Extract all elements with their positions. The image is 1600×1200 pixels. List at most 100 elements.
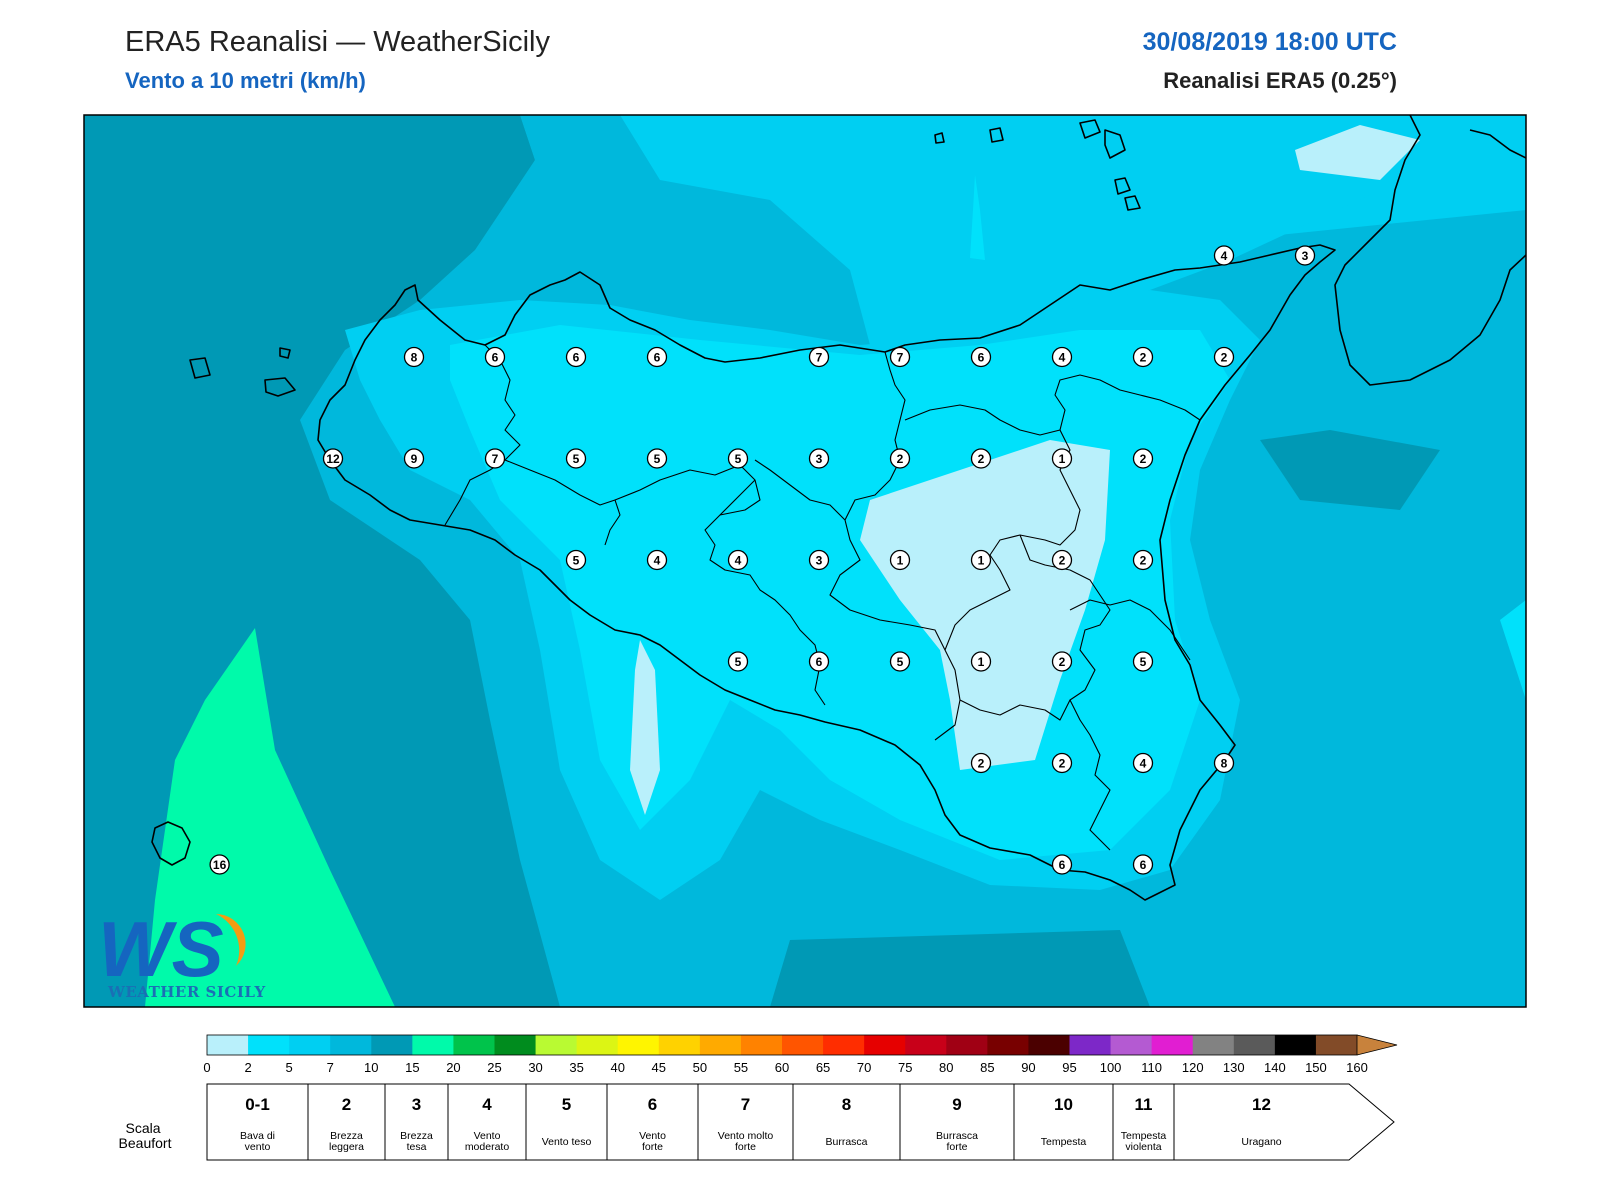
- beaufort-number: 0-1: [245, 1095, 270, 1114]
- colorbar-tick-label: 160: [1346, 1060, 1368, 1075]
- wind-marker: 9: [403, 448, 425, 469]
- weathersicily-logo: WS: [98, 905, 246, 993]
- colorbar-tick-label: 60: [775, 1060, 789, 1075]
- wind-marker-circle: [889, 448, 911, 469]
- beaufort-description: Uragano: [1241, 1136, 1281, 1148]
- beaufort-description: Vento teso: [542, 1136, 592, 1148]
- wind-marker: 4: [727, 549, 749, 571]
- wind-marker-circle: [1294, 245, 1316, 266]
- logo-sun-icon: [216, 914, 246, 966]
- colorbar-tick-label: 40: [610, 1060, 624, 1075]
- colorbar-tick-label: 35: [569, 1060, 583, 1075]
- colorbar-segment: [699, 1035, 742, 1055]
- wind-marker: 4: [1051, 346, 1073, 368]
- beaufort-number: 2: [342, 1095, 351, 1114]
- wind-marker-circle: [1051, 448, 1073, 469]
- colorbar-segment: [946, 1035, 988, 1055]
- colorbar-segment: [207, 1035, 249, 1055]
- wind-marker: 3: [808, 549, 830, 571]
- wind-marker-value: 12: [326, 452, 340, 466]
- wind-marker-circle: [1132, 549, 1154, 571]
- wind-marker-value: 5: [735, 655, 742, 669]
- beaufort-number: 5: [562, 1095, 571, 1114]
- colorbar-segment: [1192, 1035, 1235, 1055]
- wind-marker-value: 2: [1059, 655, 1066, 669]
- wind-marker: 5: [565, 448, 587, 469]
- wind-marker: 5: [646, 448, 668, 469]
- beaufort-label: Scala Beaufort: [119, 1120, 172, 1151]
- colorbar-segment: [453, 1035, 495, 1055]
- wind-marker-circle: [727, 549, 749, 571]
- wind-marker: 5: [889, 651, 911, 672]
- wind-marker-circle: [565, 448, 587, 469]
- map-subtitle: Vento a 10 metri (km/h): [125, 68, 366, 93]
- wind-marker: 2: [1132, 346, 1154, 368]
- beaufort-number: 4: [482, 1095, 492, 1114]
- colorbar: [206, 1034, 1398, 1056]
- wind-marker-circle: [889, 346, 911, 368]
- colorbar-segment: [289, 1035, 331, 1055]
- wind-marker-circle: [889, 651, 911, 672]
- wind-marker-value: 3: [816, 554, 823, 568]
- wind-marker-value: 2: [1059, 757, 1066, 771]
- wind-marker-circle: [808, 651, 830, 672]
- colorbar-segment: [535, 1035, 578, 1055]
- wind-marker: 6: [484, 346, 506, 368]
- wind-marker-circle: [1132, 346, 1154, 368]
- beaufort-number: 9: [952, 1095, 961, 1114]
- wind-marker: 6: [970, 346, 992, 368]
- beaufort-level: 8 Burrasca: [825, 1095, 867, 1148]
- wind-marker-circle: [484, 346, 506, 368]
- colorbar-tick-label: 95: [1062, 1060, 1076, 1075]
- wind-marker-circle: [1132, 448, 1154, 469]
- colorbar-segment: [330, 1035, 372, 1055]
- colorbar-tick-label: 50: [693, 1060, 707, 1075]
- colorbar-segment: [576, 1035, 619, 1055]
- logo-text: WEATHER SICILY: [108, 983, 266, 1001]
- beaufort-description: Vento: [474, 1130, 501, 1142]
- wind-marker-value: 2: [1140, 351, 1147, 365]
- colorbar-tick-label: 85: [980, 1060, 994, 1075]
- wind-marker-value: 4: [1059, 351, 1066, 365]
- wind-marker: 8: [403, 346, 425, 368]
- source-label: Reanalisi ERA5 (0.25°): [1163, 68, 1397, 93]
- wind-marker: 5: [727, 448, 749, 469]
- wind-marker-circle: [808, 346, 830, 368]
- wind-marker: 2: [1051, 651, 1073, 672]
- colorbar-tick-label: 15: [405, 1060, 419, 1075]
- wind-marker: 5: [565, 549, 587, 571]
- wind-marker-value: 5: [735, 452, 742, 466]
- wind-marker-value: 5: [573, 554, 580, 568]
- colorbar-tick-label: 130: [1223, 1060, 1245, 1075]
- wind-marker: 1: [889, 549, 911, 571]
- beaufort-description: Tempesta: [1041, 1136, 1087, 1148]
- wind-marker-value: 2: [1140, 452, 1147, 466]
- colorbar-tick-label: 75: [898, 1060, 912, 1075]
- beaufort-description: Brezza: [330, 1130, 363, 1142]
- wind-marker-value: 6: [816, 655, 823, 669]
- colorbar-tick-label: 5: [286, 1060, 293, 1075]
- colorbar-tick-label: 30: [528, 1060, 542, 1075]
- wind-marker-circle: [727, 651, 749, 672]
- beaufort-number: 11: [1135, 1095, 1153, 1114]
- wind-marker-value: 6: [573, 351, 580, 365]
- beaufort-frame: [206, 1083, 1395, 1161]
- wind-marker-circle: [1213, 752, 1235, 774]
- beaufort-description: Vento molto: [718, 1130, 774, 1142]
- wind-marker-value: 4: [654, 554, 661, 568]
- wind-marker-circle: [970, 752, 992, 774]
- wind-marker-value: 3: [1302, 249, 1309, 263]
- wind-marker-value: 1: [1059, 452, 1066, 466]
- wind-marker-circle: [1213, 346, 1235, 368]
- wind-marker-circle: [727, 448, 749, 469]
- beaufort-description: violenta: [1125, 1141, 1161, 1153]
- wind-fill-layer: [84, 115, 1526, 1007]
- wind-marker-value: 1: [897, 554, 904, 568]
- wind-marker: 6: [1132, 854, 1154, 875]
